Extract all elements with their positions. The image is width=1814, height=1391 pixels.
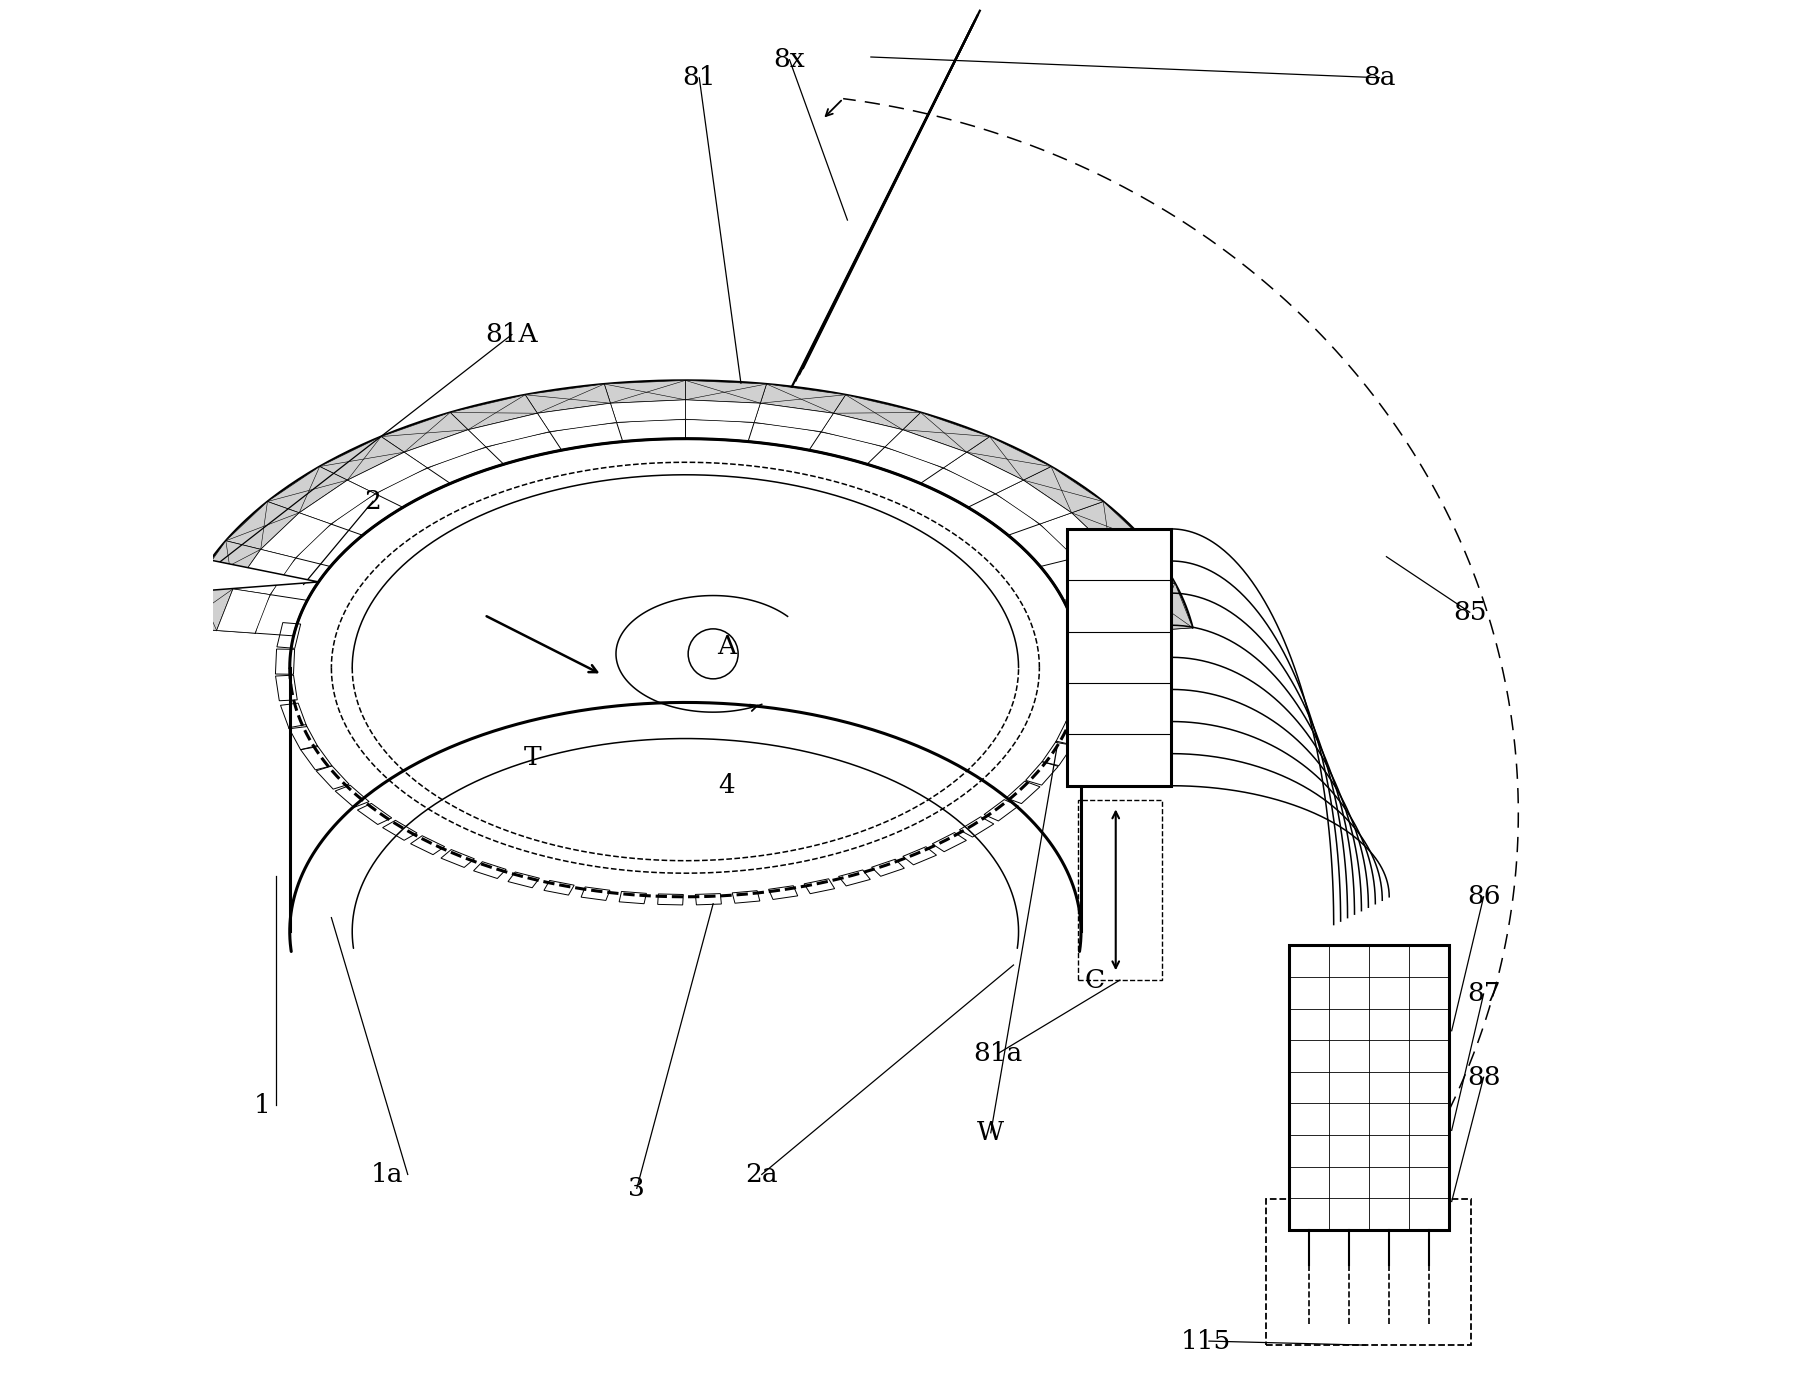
Text: 8x: 8x [773,47,805,72]
Polygon shape [450,395,537,430]
Text: 8a: 8a [1362,65,1395,90]
Text: C: C [1085,968,1105,993]
Polygon shape [468,413,550,447]
Polygon shape [346,452,426,494]
Text: 1: 1 [254,1092,270,1117]
Polygon shape [196,541,261,588]
Text: 81: 81 [682,65,715,90]
Polygon shape [261,513,330,558]
Text: 4: 4 [718,773,735,798]
Polygon shape [604,380,686,403]
Polygon shape [686,399,760,423]
Polygon shape [178,583,232,630]
Polygon shape [833,395,920,430]
Polygon shape [216,588,270,633]
Polygon shape [610,399,686,423]
Polygon shape [686,380,766,403]
Polygon shape [1137,583,1192,630]
Bar [1264,1199,1471,1345]
Polygon shape [943,452,1023,494]
Polygon shape [232,549,296,594]
Polygon shape [225,502,299,549]
Text: 85: 85 [1453,600,1486,625]
Polygon shape [1099,588,1154,633]
Polygon shape [1074,549,1137,594]
Text: 1a: 1a [370,1161,403,1187]
Polygon shape [131,561,319,597]
Polygon shape [524,384,610,413]
Polygon shape [319,437,405,480]
Text: 81A: 81A [486,323,539,348]
Polygon shape [967,437,1050,480]
Text: 2a: 2a [746,1161,778,1187]
Text: 115: 115 [1181,1328,1230,1353]
Text: 88: 88 [1466,1064,1500,1089]
Polygon shape [996,480,1070,524]
Polygon shape [755,403,833,431]
Polygon shape [299,480,375,524]
Text: 87: 87 [1466,982,1500,1007]
Polygon shape [820,413,902,447]
Bar [1078,800,1161,981]
Text: 86: 86 [1466,885,1500,910]
Text: W: W [976,1120,1003,1145]
Polygon shape [381,413,468,452]
Polygon shape [537,403,617,431]
Text: A: A [717,634,736,659]
Polygon shape [405,430,486,467]
Text: 2: 2 [365,488,381,513]
Polygon shape [267,466,346,513]
Bar [1067,529,1170,786]
Bar [1288,946,1448,1230]
Text: 81a: 81a [972,1040,1021,1066]
Polygon shape [1039,513,1110,558]
Polygon shape [902,413,989,452]
Polygon shape [1023,466,1103,513]
Polygon shape [760,384,845,413]
Text: 3: 3 [628,1175,646,1200]
Polygon shape [1110,541,1174,588]
Polygon shape [885,430,967,467]
Text: T: T [524,746,541,771]
Polygon shape [1070,502,1145,549]
